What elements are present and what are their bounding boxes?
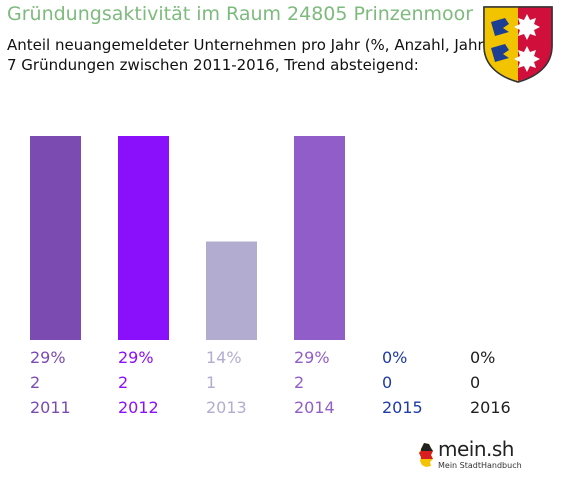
bar-2013 [206,241,257,340]
bar-2014 [294,136,345,340]
percent-label-2014: 29% [294,348,330,367]
chart-title: Gründungsaktivität im Raum 24805 Prinzen… [7,3,474,25]
count-label-2013: 1 [206,373,217,392]
percent-label-2016: 0% [470,348,496,367]
percent-label-2015: 0% [382,348,408,367]
count-label-2011: 2 [30,373,41,392]
year-label-2012: 2012 [118,398,159,417]
percent-label-2012: 29% [118,348,154,367]
year-label-2014: 2014 [294,398,335,417]
coat-of-arms-icon [483,6,553,83]
percent-label-2013: 14% [206,348,242,367]
bar-2011 [30,136,81,340]
logo-name: mein.sh [438,437,514,461]
year-label-2016: 2016 [470,398,511,417]
germany-map-icon [419,443,433,467]
chart-subtitle: Anteil neuangemeldeter Unternehmen pro J… [7,36,490,54]
count-label-2016: 0 [470,373,481,392]
count-label-2012: 2 [118,373,129,392]
year-label-2015: 2015 [382,398,423,417]
year-label-2011: 2011 [30,398,71,417]
year-label-2013: 2013 [206,398,247,417]
logo-tagline: Mein StadtHandbuch [438,461,522,470]
count-label-2014: 2 [294,373,305,392]
bar-2012 [118,136,169,340]
count-label-2015: 0 [382,373,393,392]
chart-summary: 7 Gründungen zwischen 2011-2016, Trend a… [7,56,419,74]
percent-label-2011: 29% [30,348,66,367]
mein-sh-logo[interactable]: mein.sh Mein StadtHandbuch [418,436,538,476]
